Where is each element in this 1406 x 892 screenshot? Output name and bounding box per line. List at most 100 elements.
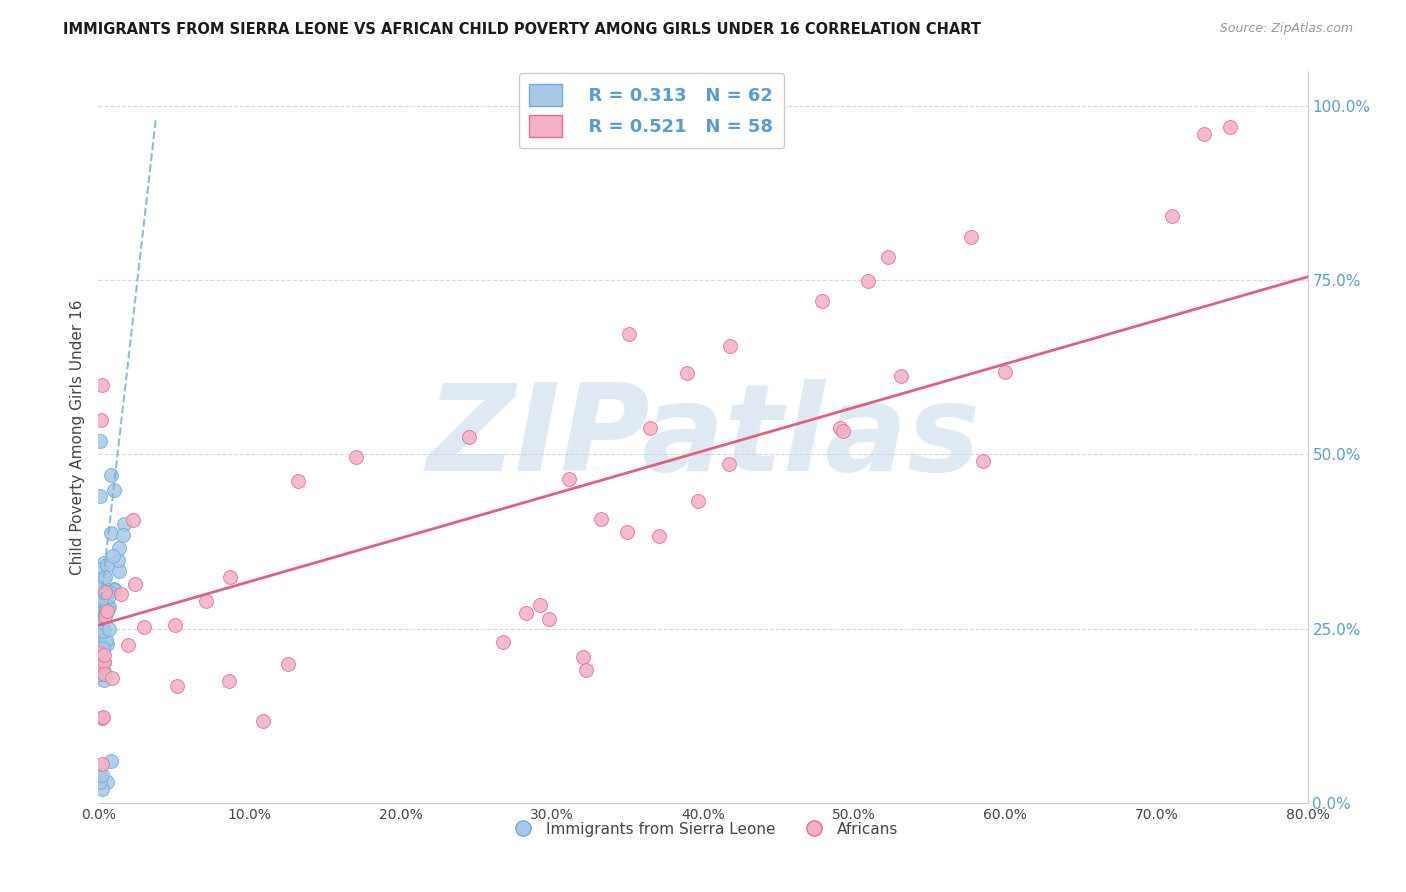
Point: [103, 483, 125, 497]
Point: [972, 453, 994, 467]
Point: [96, 558, 118, 572]
Point: [346, 450, 368, 465]
Point: [93, 648, 115, 662]
Point: [89, 643, 111, 657]
Point: [100, 754, 122, 768]
Point: [960, 230, 983, 244]
Point: [97, 600, 120, 615]
Point: [101, 549, 124, 564]
Point: [90, 412, 112, 426]
Point: [97, 600, 120, 615]
Point: [810, 294, 832, 309]
Point: [90, 377, 112, 392]
Point: [90, 615, 112, 629]
Point: [111, 527, 134, 541]
Point: [100, 468, 122, 483]
Point: [97, 600, 120, 615]
Point: [589, 512, 612, 526]
Point: [89, 580, 111, 594]
Point: [89, 489, 111, 503]
Point: [97, 585, 120, 599]
Point: [87, 653, 110, 667]
Point: [1219, 120, 1241, 134]
Point: [890, 368, 912, 383]
Point: [538, 612, 561, 626]
Point: [575, 664, 598, 678]
Point: [718, 339, 741, 353]
Point: [571, 649, 593, 664]
Point: [515, 606, 537, 620]
Point: [89, 635, 111, 649]
Point: [89, 666, 111, 681]
Text: IMMIGRANTS FROM SIERRA LEONE VS AFRICAN CHILD POVERTY AMONG GIRLS UNDER 16 CORRE: IMMIGRANTS FROM SIERRA LEONE VS AFRICAN …: [63, 22, 981, 37]
Point: [90, 561, 112, 575]
Point: [89, 646, 111, 660]
Point: [166, 679, 188, 693]
Point: [89, 611, 111, 625]
Point: [93, 666, 115, 681]
Point: [1161, 210, 1184, 224]
Point: [93, 623, 115, 637]
Point: [89, 657, 111, 671]
Point: [93, 605, 115, 619]
Point: [557, 472, 579, 486]
Point: [194, 593, 217, 607]
Point: [91, 605, 114, 619]
Point: [91, 571, 114, 585]
Point: [96, 604, 118, 618]
Point: [110, 587, 132, 601]
Point: [93, 593, 115, 607]
Point: [124, 576, 146, 591]
Point: [219, 570, 242, 584]
Point: [121, 513, 143, 527]
Point: [132, 620, 155, 634]
Point: [96, 637, 118, 651]
Point: [90, 625, 112, 640]
Point: [117, 638, 139, 652]
Text: ZIPatlas: ZIPatlas: [426, 378, 980, 496]
Point: [89, 666, 111, 681]
Point: [97, 589, 120, 603]
Point: [91, 781, 114, 796]
Point: [617, 326, 640, 341]
Point: [165, 617, 187, 632]
Point: [94, 633, 117, 648]
Point: [87, 768, 110, 782]
Point: [97, 622, 120, 636]
Point: [89, 775, 111, 789]
Point: [93, 665, 115, 679]
Point: [93, 556, 115, 570]
Point: [828, 420, 851, 434]
Point: [103, 582, 125, 597]
Point: [91, 710, 114, 724]
Point: [91, 643, 114, 657]
Point: [107, 541, 129, 555]
Point: [252, 714, 274, 728]
Point: [91, 711, 114, 725]
Point: [93, 570, 115, 584]
Point: [94, 608, 117, 623]
Point: [93, 673, 115, 687]
Point: [832, 424, 855, 438]
Point: [93, 655, 115, 669]
Point: [101, 671, 124, 685]
Point: [856, 274, 879, 288]
Point: [93, 655, 115, 669]
Point: [100, 525, 122, 540]
Point: [91, 645, 114, 659]
Point: [94, 585, 117, 599]
Text: Source: ZipAtlas.com: Source: ZipAtlas.com: [1219, 22, 1353, 36]
Point: [90, 593, 112, 607]
Point: [90, 592, 112, 607]
Y-axis label: Child Poverty Among Girls Under 16: Child Poverty Among Girls Under 16: [69, 300, 84, 574]
Point: [89, 649, 111, 664]
Point: [96, 775, 118, 789]
Point: [994, 365, 1017, 379]
Point: [89, 606, 111, 620]
Point: [877, 250, 900, 264]
Point: [218, 673, 240, 688]
Point: [458, 429, 481, 443]
Point: [91, 620, 114, 634]
Point: [89, 761, 111, 775]
Point: [287, 474, 309, 488]
